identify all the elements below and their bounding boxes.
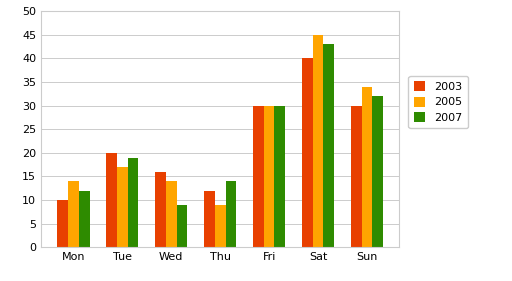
Bar bbox=[351, 106, 361, 247]
Bar bbox=[155, 172, 166, 247]
Bar bbox=[57, 200, 68, 247]
Bar bbox=[372, 96, 383, 247]
Bar bbox=[106, 153, 117, 247]
Bar bbox=[302, 58, 313, 247]
Bar bbox=[79, 191, 90, 247]
Bar bbox=[313, 35, 324, 247]
Legend: 2003, 2005, 2007: 2003, 2005, 2007 bbox=[409, 76, 468, 128]
Bar bbox=[253, 106, 264, 247]
Bar bbox=[361, 87, 372, 247]
Bar bbox=[274, 106, 285, 247]
Bar bbox=[324, 44, 334, 247]
Bar bbox=[166, 181, 177, 247]
Bar bbox=[204, 191, 215, 247]
Bar bbox=[215, 205, 226, 247]
Bar bbox=[68, 181, 79, 247]
Bar bbox=[226, 181, 237, 247]
Bar bbox=[177, 205, 187, 247]
Bar bbox=[264, 106, 274, 247]
Bar bbox=[117, 167, 127, 247]
Bar bbox=[127, 158, 138, 247]
